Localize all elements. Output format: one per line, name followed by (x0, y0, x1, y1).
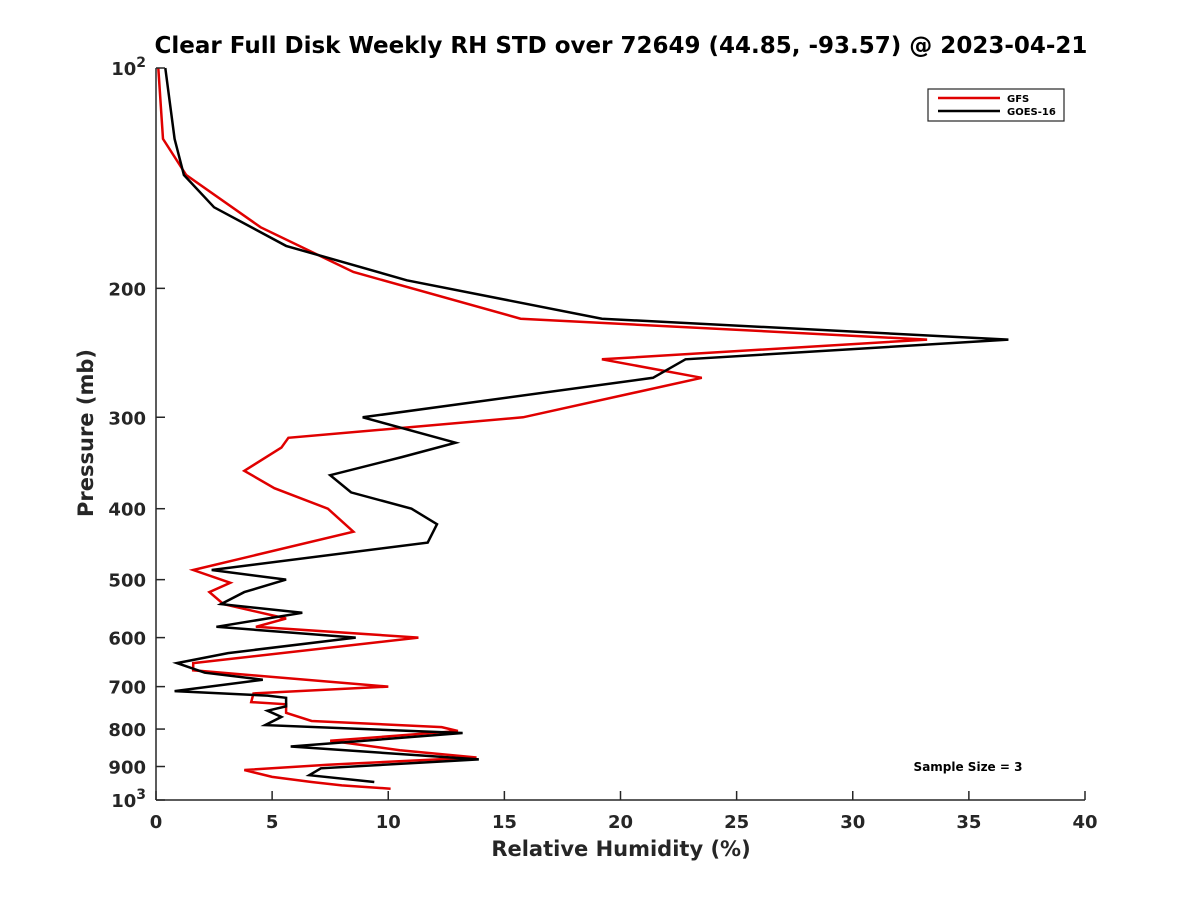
y-tick-label: 300 (108, 408, 146, 429)
y-tick-label: 500 (108, 571, 146, 592)
legend: GFS GOES-16 (927, 88, 1065, 122)
x-tick-label: 5 (266, 812, 279, 833)
x-tick-label: 10 (376, 812, 401, 833)
series-line-gfs (157, 67, 928, 790)
y-tick-label: 103 (111, 787, 146, 812)
x-axis: 0 5 10 15 20 25 30 35 40 (150, 791, 1098, 833)
y-tick-label: 200 (108, 279, 146, 300)
x-tick-label: 40 (1072, 812, 1097, 833)
y-tick-label: 400 (108, 500, 146, 521)
chart-title: Clear Full Disk Weekly RH STD over 72649… (155, 33, 1088, 59)
y-tick-label: 600 (108, 629, 146, 650)
legend-label: GOES-16 (1007, 107, 1056, 118)
plot-area (157, 67, 1009, 790)
y-tick-label: 700 (108, 678, 146, 699)
series-line-goes-16 (164, 67, 1009, 784)
x-tick-label: 20 (608, 812, 633, 833)
y-axis: 102 200 300 400 500 600 700 800 900 103 (108, 55, 165, 812)
legend-box (927, 88, 1065, 122)
x-tick-label: 35 (956, 812, 981, 833)
y-tick-label: 102 (111, 55, 146, 80)
y-tick-label: 900 (108, 758, 146, 779)
legend-label: GFS (1007, 94, 1029, 105)
x-tick-label: 30 (840, 812, 865, 833)
y-tick-label: 800 (108, 720, 146, 741)
x-tick-label: 25 (724, 812, 749, 833)
sample-size-annotation: Sample Size = 3 (914, 760, 1023, 774)
x-tick-label: 15 (492, 812, 517, 833)
y-axis-label: Pressure (mb) (74, 349, 98, 517)
x-tick-label: 0 (150, 812, 163, 833)
x-axis-label: Relative Humidity (%) (491, 837, 750, 861)
